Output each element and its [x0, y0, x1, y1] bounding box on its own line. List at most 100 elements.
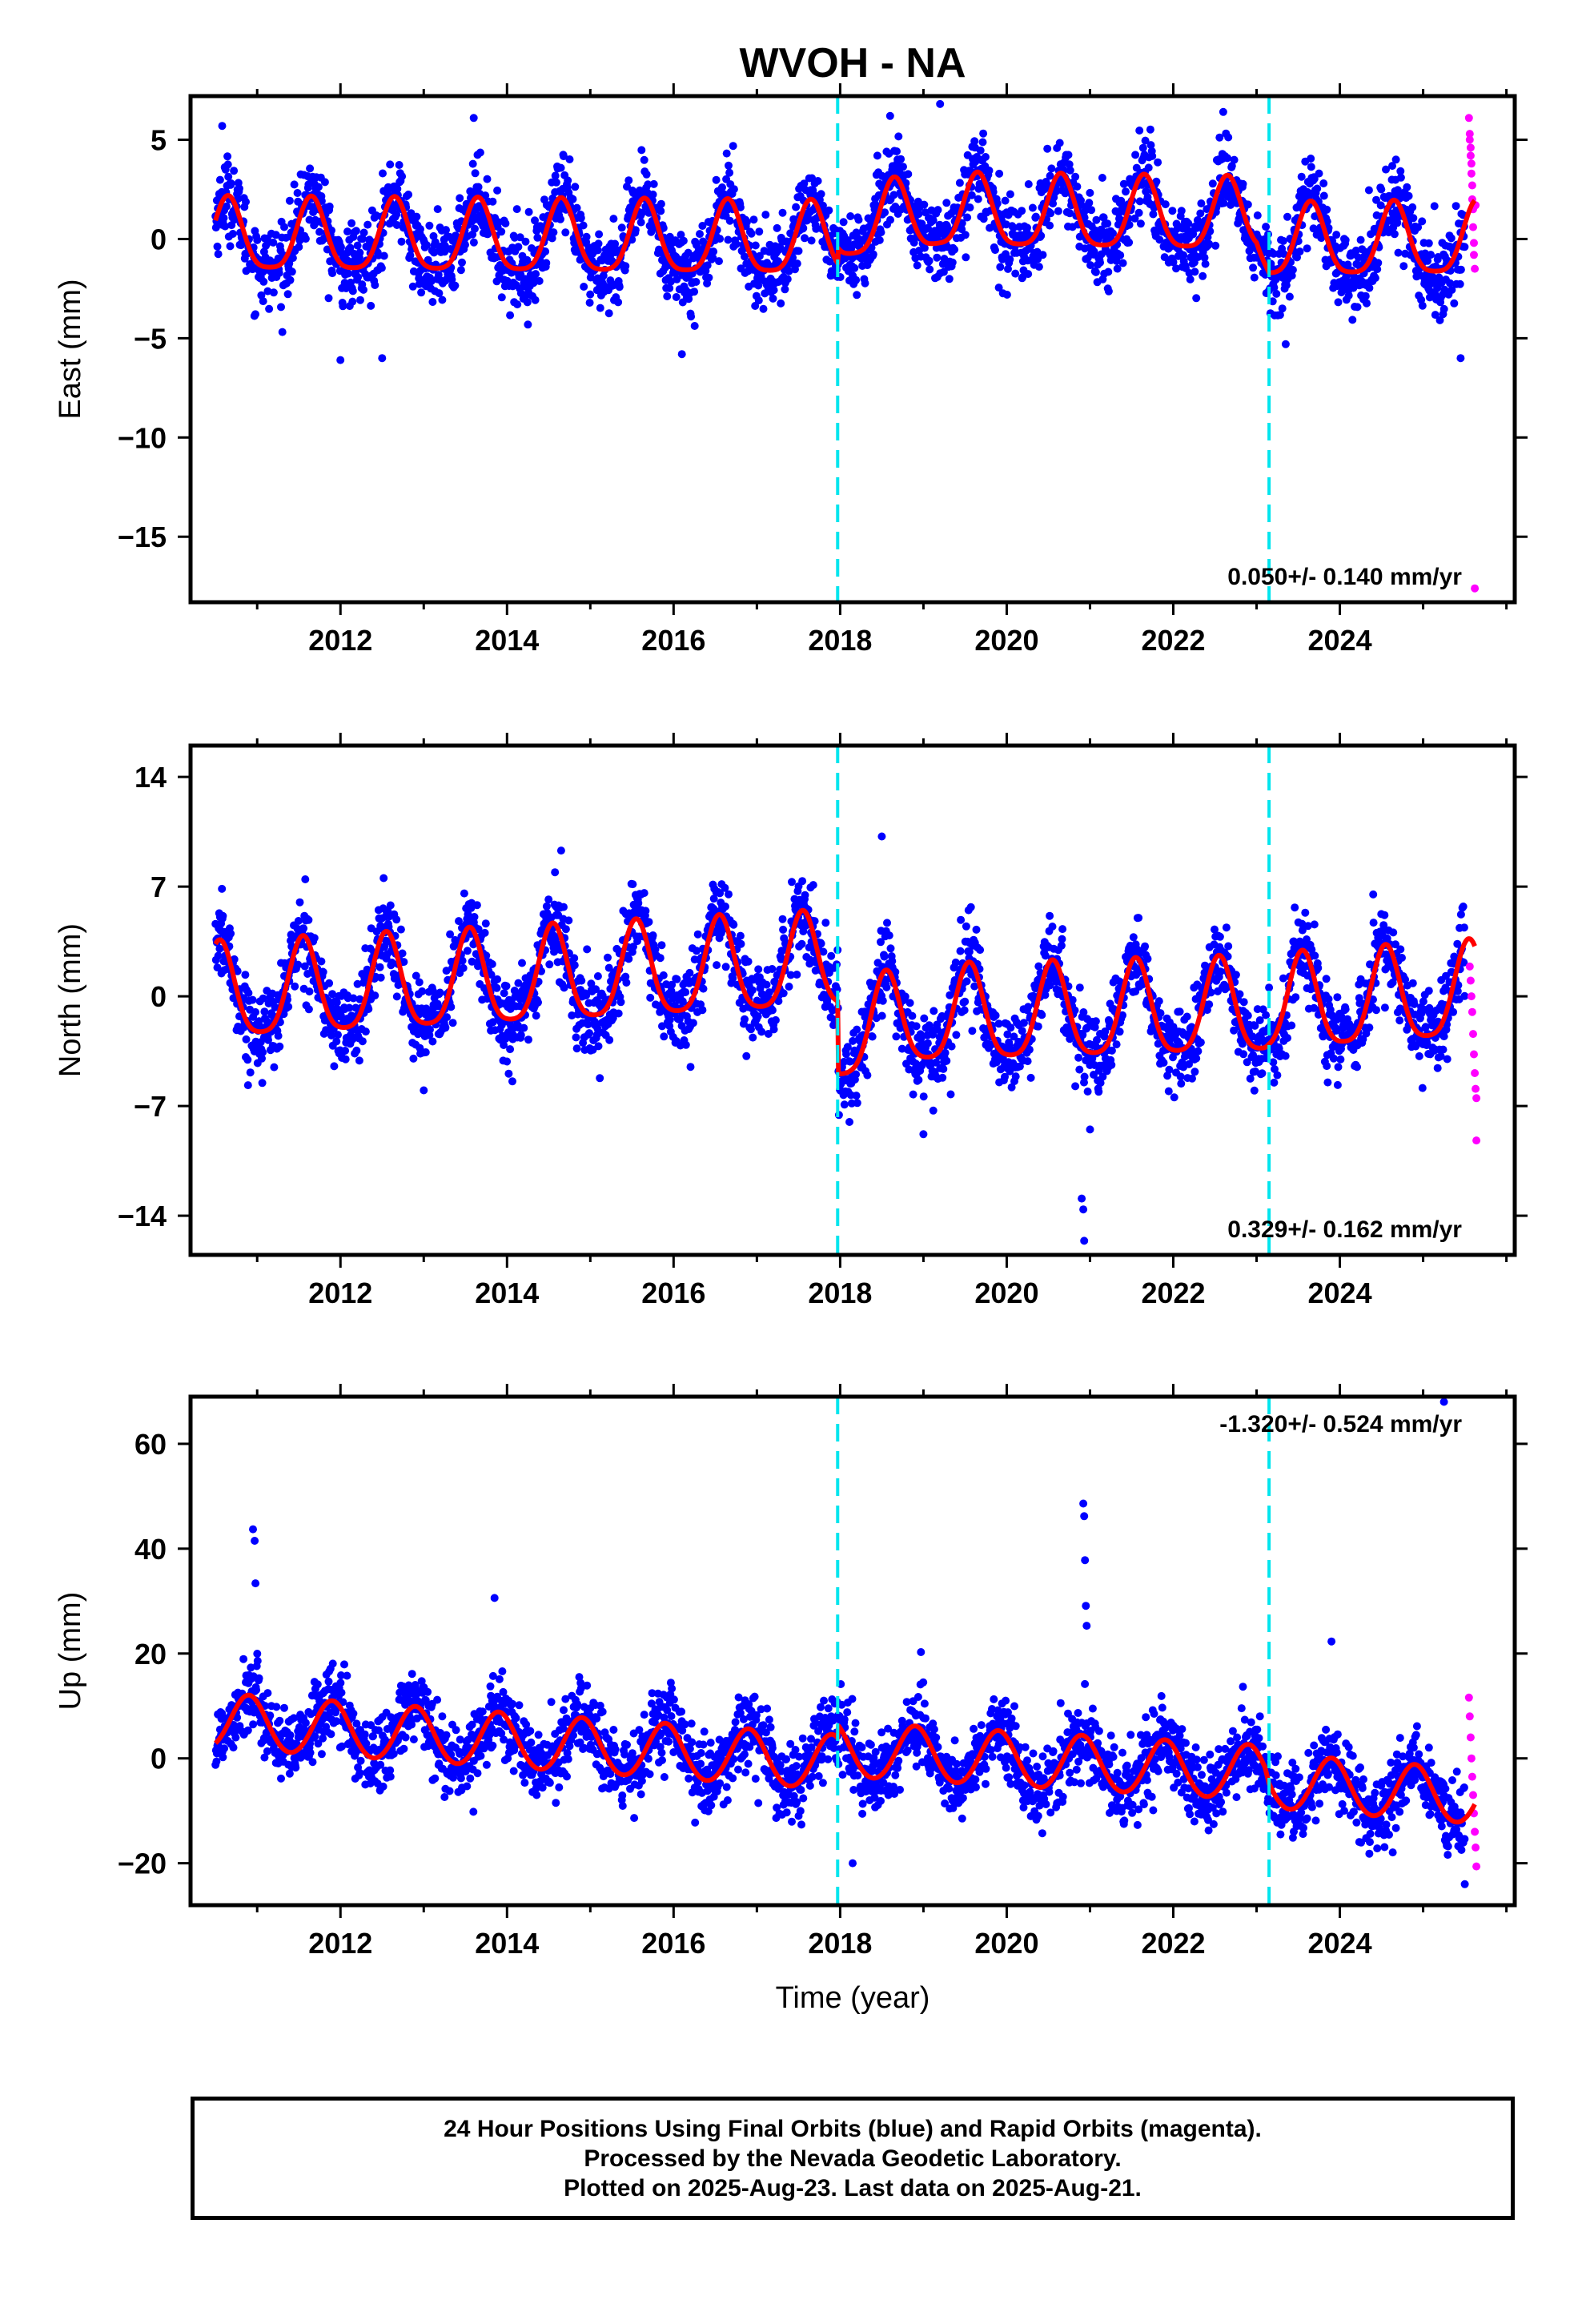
final-orbit-point [294, 960, 303, 969]
final-orbit-point [970, 137, 979, 146]
final-orbit-point [1138, 143, 1147, 152]
final-orbit-point [690, 322, 699, 330]
final-orbit-point [1194, 1047, 1203, 1055]
final-orbit-point [476, 148, 484, 157]
final-orbit-point [341, 1055, 350, 1063]
final-orbit-point [500, 989, 508, 998]
final-orbit-point [747, 229, 756, 238]
final-orbit-point [759, 304, 768, 313]
final-orbit-point [336, 356, 345, 364]
final-orbit-point [497, 293, 506, 302]
final-orbit-point [230, 167, 239, 175]
final-orbit-point [1295, 247, 1304, 256]
final-orbit-point [493, 975, 502, 983]
final-orbit-point [1199, 271, 1207, 280]
final-orbit-point [880, 952, 889, 961]
final-orbit-point [1447, 234, 1456, 243]
final-orbit-point [909, 1090, 917, 1099]
final-orbit-point [785, 983, 793, 991]
final-orbit-point [1134, 208, 1143, 217]
final-orbit-point [572, 1033, 580, 1042]
final-orbit-point [1219, 107, 1227, 116]
final-orbit-point [794, 247, 803, 255]
final-orbit-point [660, 1032, 669, 1041]
x-tick-label: 2020 [974, 624, 1038, 657]
final-orbit-point [282, 233, 291, 242]
final-orbit-point [646, 993, 655, 1002]
final-orbit-point [976, 946, 985, 955]
final-orbit-point [344, 269, 353, 278]
final-orbit-point [1332, 231, 1341, 239]
final-orbit-point [244, 989, 253, 997]
final-orbit-point [1103, 219, 1112, 228]
final-orbit-point [742, 1051, 751, 1060]
final-orbit-point [416, 225, 424, 234]
final-orbit-point [878, 996, 887, 1005]
final-orbit-point [242, 1035, 251, 1043]
final-orbit-point [942, 199, 951, 207]
final-orbit-point [1439, 304, 1448, 313]
final-orbit-point [409, 1054, 418, 1063]
final-orbit-point [572, 203, 581, 212]
final-orbit-point [904, 170, 913, 179]
final-orbit-point [801, 891, 809, 899]
final-orbit-point [842, 1050, 850, 1059]
final-orbit-point [631, 226, 640, 235]
final-orbit-point [583, 945, 592, 954]
final-orbit-point [979, 129, 988, 138]
final-orbit-point [438, 296, 447, 304]
final-orbit-point [408, 282, 417, 291]
final-orbit-point [817, 190, 825, 199]
final-orbit-point [1403, 183, 1411, 191]
final-orbit-point [352, 1046, 361, 1055]
final-orbit-point [1186, 275, 1195, 283]
final-orbit-point [852, 1092, 861, 1100]
final-orbit-point [461, 240, 469, 249]
final-orbit-point [881, 208, 889, 217]
final-orbit-point [778, 915, 787, 923]
final-orbit-point [459, 963, 468, 972]
final-orbit-point [1179, 251, 1188, 259]
final-orbit-point [913, 261, 921, 270]
final-orbit-point [1037, 231, 1046, 240]
final-orbit-point [460, 889, 468, 898]
final-orbit-point [271, 231, 280, 239]
final-orbit-point [768, 1006, 777, 1015]
final-orbit-point [1091, 1017, 1100, 1026]
final-orbit-point [533, 233, 542, 242]
final-orbit-point [939, 267, 948, 276]
final-orbit-point [661, 263, 669, 271]
final-orbit-point [561, 925, 570, 934]
final-orbit-point [1075, 983, 1084, 992]
final-orbit-point [793, 259, 801, 268]
final-orbit-point [812, 224, 821, 233]
final-orbit-point [551, 171, 560, 180]
final-orbit-point [827, 951, 836, 960]
final-orbit-point [1194, 253, 1203, 261]
final-orbit-point [1116, 251, 1125, 259]
final-orbit-point [1117, 196, 1126, 205]
final-orbit-point [1215, 133, 1224, 142]
final-orbit-point [792, 203, 801, 211]
final-orbit-point [1348, 316, 1357, 324]
final-orbit-point [1107, 1060, 1116, 1069]
final-orbit-point [1319, 191, 1328, 200]
final-orbit-point [1165, 1065, 1174, 1074]
final-orbit-point [1119, 179, 1128, 188]
final-orbit-point [1307, 163, 1315, 171]
final-orbit-point [925, 256, 934, 265]
final-orbit-point [222, 202, 231, 211]
final-orbit-point [640, 889, 648, 898]
final-orbit-point [777, 299, 785, 308]
final-orbit-point [274, 1031, 283, 1040]
final-orbit-point [1125, 238, 1134, 247]
final-orbit-point [436, 988, 444, 997]
final-orbit-point [962, 922, 970, 931]
final-orbit-point [488, 197, 497, 206]
final-orbit-point [852, 275, 861, 284]
final-orbit-point [301, 235, 310, 243]
final-orbit-point [1456, 265, 1465, 274]
final-orbit-point [325, 202, 334, 211]
final-orbit-point [1418, 301, 1427, 310]
final-orbit-point [379, 169, 387, 178]
